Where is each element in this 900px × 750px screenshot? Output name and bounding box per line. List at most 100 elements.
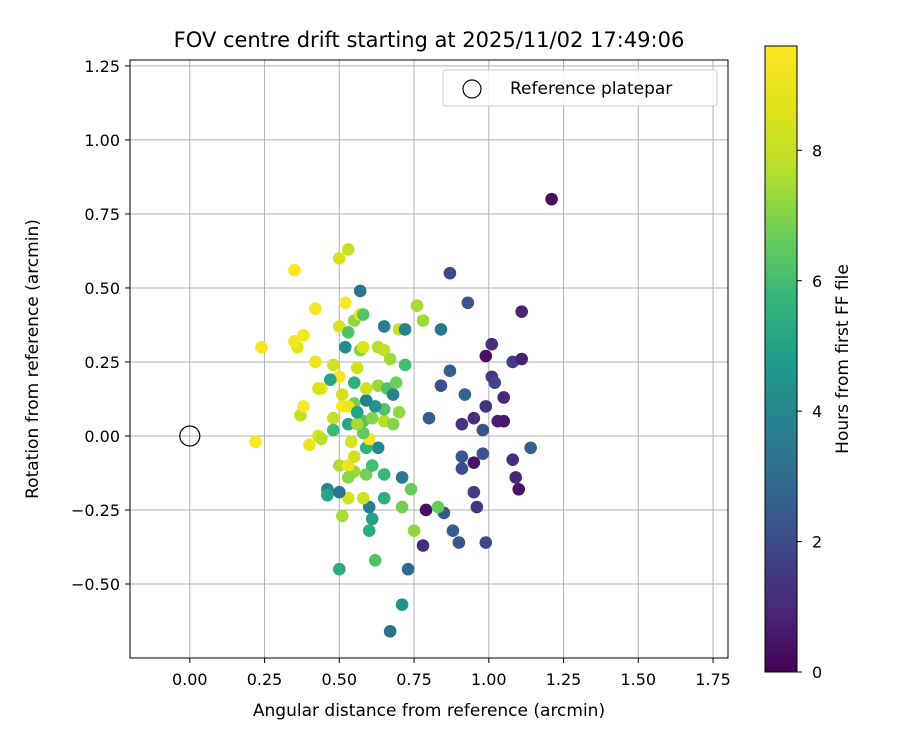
y-axis-label: Rotation from reference (arcmin) — [23, 219, 43, 499]
colorbar: 0 2 4 6 8 Hours from first FF file — [764, 45, 853, 682]
data-point — [377, 468, 391, 481]
data-point — [386, 388, 400, 401]
colorbar-tick-label: 6 — [812, 272, 822, 291]
data-point — [515, 352, 528, 366]
data-point — [377, 343, 391, 357]
legend: Reference platepar — [442, 69, 718, 107]
data-point — [476, 447, 490, 461]
data-point — [479, 349, 493, 363]
data-point — [356, 426, 370, 440]
y-tick-label: 1.25 — [84, 57, 120, 76]
data-point — [327, 423, 340, 437]
data-point — [383, 625, 397, 638]
data-point — [309, 302, 322, 315]
data-point — [446, 524, 460, 538]
data-point — [335, 509, 349, 523]
data-point — [434, 379, 448, 392]
data-point — [341, 417, 355, 431]
data-point — [350, 417, 364, 431]
data-point — [395, 471, 409, 484]
data-point — [255, 340, 268, 354]
colorbar-ticks: 0 2 4 6 8 — [797, 141, 822, 682]
x-axis-ticks: 0.00 0.25 0.50 0.75 1.00 1.25 1.50 1.75 — [172, 658, 731, 689]
data-point — [303, 438, 316, 452]
data-point — [347, 450, 361, 463]
data-point — [524, 441, 537, 455]
data-point — [512, 482, 525, 496]
data-point — [335, 388, 349, 401]
y-tick-label: 0.75 — [84, 205, 120, 224]
chart-title: FOV centre drift starting at 2025/11/02 … — [174, 28, 685, 52]
data-point — [458, 388, 472, 401]
data-points — [249, 192, 558, 638]
data-point — [407, 524, 421, 538]
data-point — [365, 512, 379, 526]
data-point — [410, 299, 424, 313]
data-point — [333, 459, 346, 472]
colorbar-tick-label: 8 — [812, 141, 822, 160]
legend-label: Reference platepar — [510, 79, 672, 99]
colorbar-gradient — [764, 45, 798, 673]
data-point — [416, 314, 430, 327]
data-point — [356, 340, 370, 354]
data-point — [485, 337, 499, 351]
data-point — [401, 562, 415, 576]
data-point — [470, 500, 484, 514]
x-tick-label: 0.75 — [396, 670, 432, 689]
data-point — [497, 414, 511, 428]
data-point — [359, 382, 373, 395]
data-point — [488, 376, 502, 389]
data-point — [509, 471, 523, 484]
data-point — [434, 323, 448, 336]
data-point — [392, 405, 406, 419]
data-point — [395, 500, 409, 514]
data-point — [350, 361, 364, 375]
data-point — [395, 598, 409, 612]
data-point — [333, 562, 346, 576]
y-tick-label: 1.00 — [84, 131, 120, 150]
data-point — [321, 488, 334, 502]
legend-marker-icon — [462, 79, 482, 99]
data-point — [383, 352, 397, 366]
plot-frame — [129, 59, 729, 659]
data-point — [368, 400, 382, 413]
data-point — [249, 435, 262, 449]
data-point — [479, 536, 493, 549]
data-point — [389, 376, 403, 389]
data-point — [341, 243, 355, 256]
x-tick-label: 1.00 — [471, 670, 507, 689]
data-point — [327, 358, 340, 372]
data-point — [467, 485, 481, 499]
data-point — [443, 266, 457, 280]
data-point — [422, 411, 436, 425]
data-point — [341, 471, 355, 484]
data-point — [309, 355, 322, 369]
data-point — [350, 405, 364, 419]
data-point — [455, 417, 469, 431]
x-tick-label: 0.00 — [172, 670, 208, 689]
data-point — [455, 450, 469, 463]
data-point — [333, 252, 346, 265]
data-point — [416, 539, 430, 552]
data-point — [377, 491, 391, 505]
x-tick-label: 0.50 — [321, 670, 357, 689]
data-point — [312, 382, 325, 395]
data-point — [497, 391, 511, 404]
data-point — [515, 305, 528, 318]
colorbar-label: Hours from first FF file — [833, 264, 853, 454]
data-point — [398, 323, 412, 336]
data-point — [333, 485, 346, 499]
colorbar-tick-label: 4 — [812, 402, 822, 421]
data-point — [377, 320, 391, 333]
y-tick-label: 0.50 — [84, 279, 120, 298]
data-point — [359, 468, 373, 481]
data-point — [347, 376, 361, 389]
x-tick-label: 1.25 — [546, 670, 582, 689]
colorbar-tick-label: 2 — [812, 533, 822, 552]
data-point — [455, 462, 469, 475]
data-point — [506, 453, 520, 466]
data-point — [341, 400, 355, 413]
data-point — [288, 263, 301, 277]
x-axis-label: Angular distance from reference (arcmin) — [253, 701, 605, 721]
